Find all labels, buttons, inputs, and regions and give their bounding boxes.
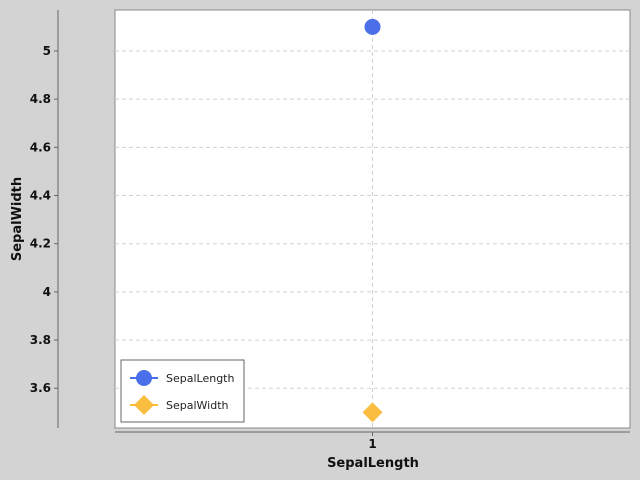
legend-label: SepalWidth xyxy=(166,399,229,412)
y-tick-label: 4.2 xyxy=(30,237,51,251)
x-axis-title: SepalLength xyxy=(327,456,419,471)
y-tick-label: 4.8 xyxy=(30,92,51,106)
data-point-sepallength xyxy=(364,18,381,35)
plot-area xyxy=(114,9,631,429)
y-tick-label: 4.6 xyxy=(30,140,51,154)
y-tick-label: 4.4 xyxy=(30,189,51,203)
legend-marker xyxy=(136,370,152,386)
y-tick-label: 3.8 xyxy=(30,333,51,347)
data-points xyxy=(362,18,383,423)
legend-box xyxy=(120,359,245,423)
x-tick-label: 1 xyxy=(368,437,376,451)
y-tick-label: 5 xyxy=(43,44,51,58)
y-axis-ticks: 3.6 3.8 4 4.2 4.4 4.6 4.8 5 xyxy=(30,44,58,395)
legend-label: SepalLength xyxy=(166,372,234,385)
y-tick-label: 3.6 xyxy=(30,381,51,395)
legend-marker xyxy=(134,395,154,415)
y-tick-label: 4 xyxy=(43,285,51,299)
y-axis-title: SepalWidth xyxy=(10,177,25,261)
x-axis-ticks: 1 xyxy=(368,432,377,451)
data-point-sepalwidth xyxy=(362,402,383,423)
legend: SepalLength SepalWidth xyxy=(120,359,245,423)
